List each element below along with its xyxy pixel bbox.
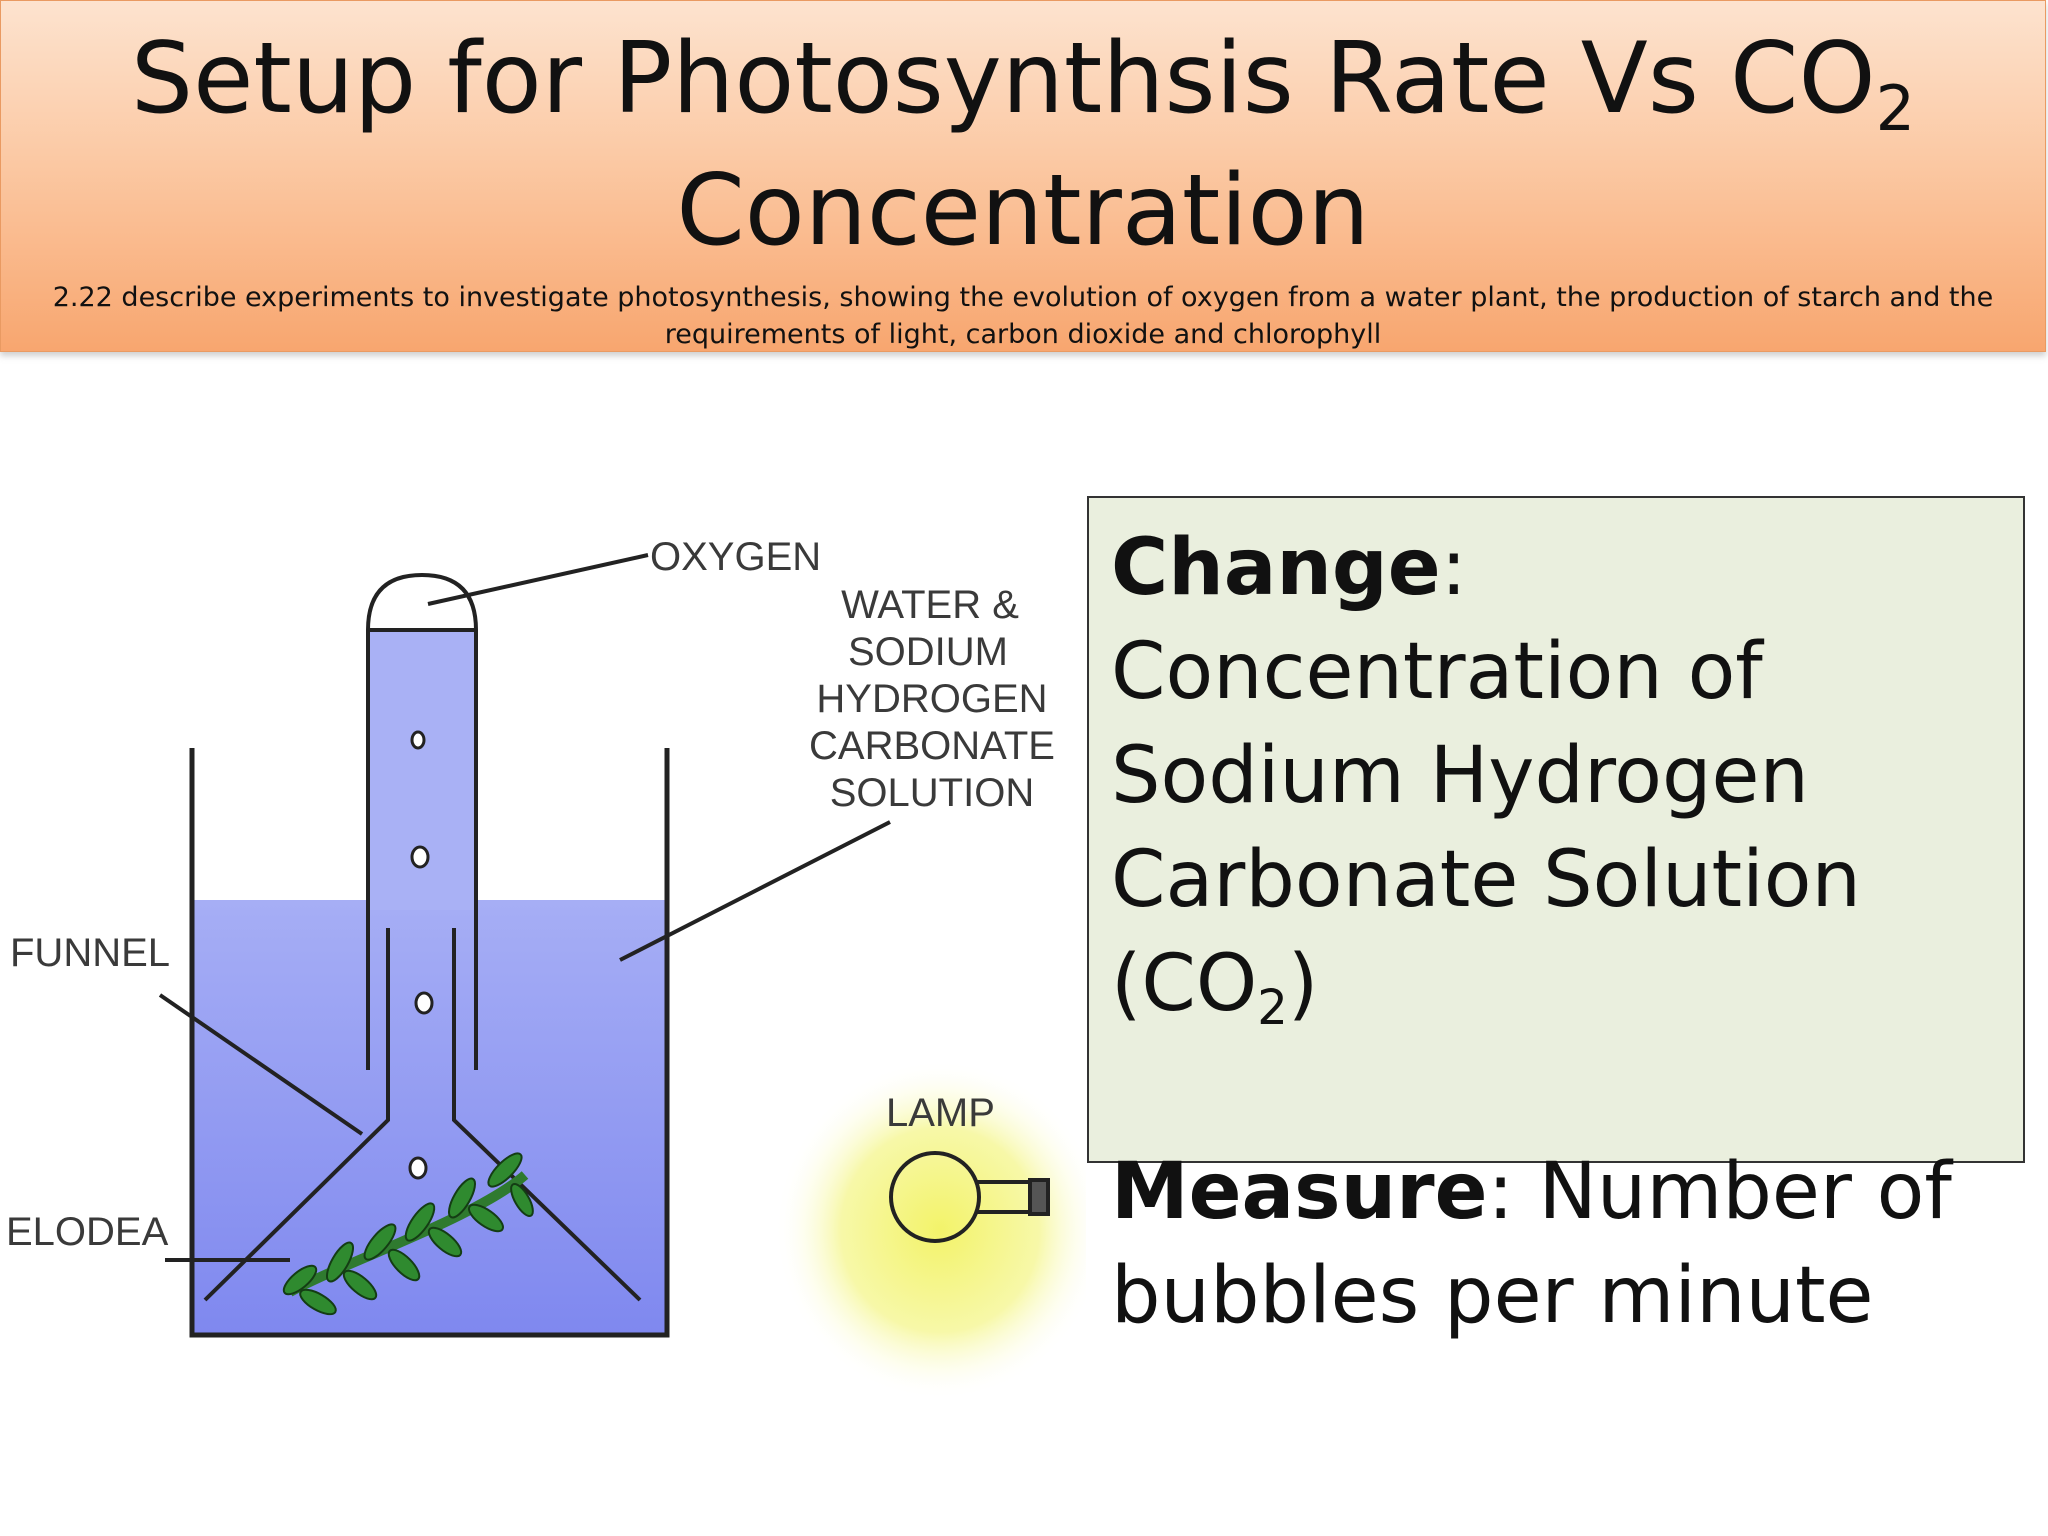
measure-statement: Measure: Number of bubbles per minute	[1111, 1140, 2001, 1348]
funnel	[203, 928, 642, 1302]
title-line1: Setup for Photosynthsis Rate Vs CO	[130, 22, 1876, 136]
water	[192, 900, 667, 1335]
oxygen-bubbles	[408, 730, 434, 1180]
label-solution-4: CARBONATE	[809, 724, 1055, 768]
label-solution-1: WATER &	[841, 583, 1019, 627]
change-label: Change	[1111, 523, 1441, 613]
title-line2: Concentration	[676, 154, 1370, 268]
label-oxygen: OXYGEN	[650, 535, 821, 579]
label-funnel: FUNNEL	[10, 931, 170, 975]
change-end: )	[1287, 939, 1319, 1029]
change-statement: Change: Concentration of Sodium Hydrogen…	[1111, 516, 2001, 1036]
label-elodea: ELODEA	[6, 1210, 169, 1254]
measure-text: : Number of bubbles per minute	[1111, 1147, 1952, 1341]
label-solution-5: SOLUTION	[830, 771, 1034, 815]
title-subscript: 2	[1875, 72, 1916, 145]
measure-label: Measure	[1111, 1147, 1488, 1237]
beaker	[189, 748, 670, 1338]
title-banner: Setup for Photosynthsis Rate Vs CO2 Conc…	[0, 0, 2046, 352]
oxygen-gas	[365, 572, 479, 632]
label-solution-3: HYDROGEN	[816, 677, 1047, 721]
label-lamp: LAMP	[886, 1091, 995, 1135]
lamp-bulb-icon	[889, 1151, 1050, 1243]
change-subscript: 2	[1257, 980, 1288, 1036]
slide-title: Setup for Photosynthsis Rate Vs CO2 Conc…	[1, 1, 2045, 277]
learning-objective: 2.22 describe experiments to investigate…	[52, 282, 1994, 350]
change-text: : Concentration of Sodium Hydrogen Carbo…	[1111, 523, 1861, 1029]
lamp-glow	[775, 1060, 1086, 1400]
variables-box: Change: Concentration of Sodium Hydrogen…	[1087, 496, 2025, 1341]
label-leaders	[158, 553, 891, 1262]
label-solution-2: SODIUM	[848, 630, 1008, 674]
elodea-plant	[282, 1152, 534, 1316]
experiment-diagram: OXYGEN WATER & SODIUM HYDROGEN CARBONATE…	[6, 535, 1086, 1400]
